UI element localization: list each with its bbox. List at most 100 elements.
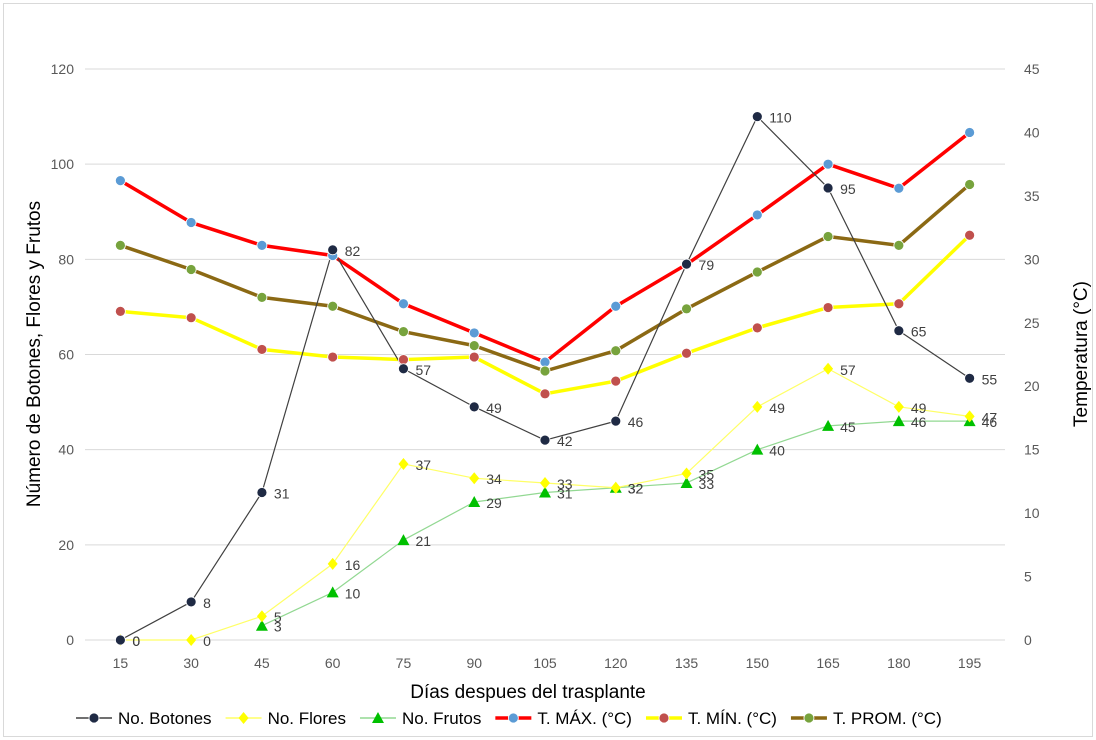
y2-tick-label: 25: [1024, 315, 1040, 331]
data-label-no-botones: 46: [628, 414, 644, 430]
marker-no-botones: [893, 325, 905, 337]
legend-label-t-min-c: T. MÍN. (°C): [688, 709, 777, 728]
marker-t-prom-c: [114, 239, 126, 251]
marker-t-max-c: [256, 239, 268, 251]
data-label-no-botones: 31: [274, 485, 290, 501]
marker-t-max-c: [751, 209, 763, 221]
marker-t-max-c: [964, 127, 976, 138]
marker-t-max-c: [610, 300, 622, 312]
y2-tick-label: 15: [1024, 442, 1040, 458]
marker-t-max-c: [114, 175, 126, 187]
x-axis-ticks: 15 30 45 60 75 90 105 120 135 150 165 180 195: [113, 655, 982, 671]
marker-t-prom-c: [751, 266, 763, 278]
data-label-no-flores: 33: [557, 476, 573, 492]
marker-t-min-c: [964, 229, 976, 241]
data-label-no-flores: 0: [132, 633, 140, 649]
marker-no-botones: [751, 111, 763, 122]
y2-tick-label: 20: [1024, 378, 1040, 394]
marker-t-min-c: [893, 298, 905, 310]
data-label-no-frutos: 29: [486, 495, 502, 511]
marker-no-flores: [186, 634, 197, 646]
marker-no-botones: [964, 372, 976, 384]
legend-marker-t-prom-c: [803, 712, 815, 724]
marker-no-flores: [752, 400, 763, 413]
y-tick-label: 120: [51, 61, 75, 77]
marker-t-min-c: [751, 322, 763, 334]
y2-tick-label: 30: [1024, 251, 1040, 267]
data-label-no-botones: 79: [699, 257, 715, 273]
marker-no-frutos: [397, 534, 410, 546]
marker-no-flores: [540, 476, 550, 489]
marker-no-frutos: [326, 586, 339, 598]
marker-t-prom-c: [256, 291, 268, 303]
marker-t-min-c: [468, 351, 480, 363]
x-tick-label: 135: [675, 655, 699, 671]
data-label-no-botones: 57: [415, 362, 431, 378]
marker-no-botones: [681, 258, 692, 270]
y2-tick-label: 10: [1024, 505, 1040, 521]
y-tick-label: 100: [51, 156, 75, 172]
legend: No. Botones No. Flores No. Frutos T. MÁX. (…: [76, 709, 942, 728]
marker-t-prom-c: [539, 365, 551, 377]
y-tick-label: 80: [58, 251, 74, 267]
y2-axis-title: Temperatura (°C): [1071, 281, 1092, 427]
marker-no-frutos: [680, 476, 693, 488]
series-markers: [114, 111, 976, 646]
marker-no-flores: [893, 400, 904, 413]
legend-label-t-prom-c: T. PROM. (°C): [833, 709, 942, 728]
data-label-no-flores: 47: [982, 409, 998, 425]
left-axis-ticks: 0 20 40 60 80 100 120: [51, 61, 75, 648]
data-label-no-flores: 32: [628, 481, 644, 497]
marker-t-prom-c: [610, 345, 622, 357]
legend-label-no-flores: No. Flores: [268, 709, 346, 728]
data-label-no-botones: 42: [557, 433, 573, 449]
data-label-no-frutos: 32: [628, 481, 644, 497]
right-axis-ticks: 0 5 10 15 20 25 30 35 40 45: [1024, 61, 1040, 648]
marker-no-botones: [539, 434, 551, 446]
marker-t-max-c: [893, 182, 905, 194]
legend-marker-no-botones: [88, 712, 100, 724]
marker-t-min-c: [185, 312, 197, 324]
marker-no-botones: [256, 487, 268, 498]
data-label-no-frutos: 46: [982, 414, 998, 430]
marker-no-botones: [822, 182, 834, 194]
marker-no-flores: [681, 467, 692, 480]
marker-no-botones: [468, 401, 480, 413]
data-label-no-frutos: 21: [415, 533, 431, 549]
marker-no-frutos: [751, 443, 764, 455]
data-label-no-flores: 49: [769, 400, 785, 416]
x-tick-label: 195: [958, 655, 982, 671]
gridlines: [85, 68, 1005, 641]
marker-t-min-c: [114, 305, 126, 317]
marker-t-min-c: [822, 302, 834, 313]
x-tick-label: 15: [113, 655, 129, 671]
x-tick-label: 120: [604, 655, 628, 671]
marker-no-flores: [398, 457, 409, 470]
y2-tick-label: 0: [1024, 632, 1032, 648]
data-label-no-flores: 0: [203, 633, 211, 649]
marker-t-min-c: [256, 344, 268, 355]
y2-tick-label: 5: [1024, 569, 1032, 585]
y-tick-label: 60: [58, 347, 74, 363]
marker-t-max-c: [185, 217, 197, 228]
legend-label-t-max-c: T. MÁX. (°C): [537, 709, 632, 728]
data-label-no-frutos: 10: [345, 585, 361, 601]
y-tick-label: 40: [58, 442, 74, 458]
marker-t-max-c: [822, 158, 834, 170]
x-tick-label: 90: [466, 655, 482, 671]
y-axis-title: Número de Botones, Flores y Frutos: [24, 201, 45, 507]
data-label-no-botones: 49: [486, 400, 502, 416]
y-tick-label: 0: [66, 632, 74, 648]
marker-no-flores: [327, 557, 338, 570]
data-label-no-botones: 110: [769, 110, 792, 126]
marker-t-min-c: [610, 375, 622, 387]
y-tick-label: 20: [58, 537, 74, 553]
marker-no-frutos: [892, 415, 905, 427]
data-label-no-frutos: 33: [699, 476, 715, 492]
marker-no-flores: [256, 610, 267, 623]
marker-t-min-c: [398, 354, 409, 365]
marker-no-botones: [398, 363, 409, 375]
x-tick-label: 180: [887, 655, 911, 671]
